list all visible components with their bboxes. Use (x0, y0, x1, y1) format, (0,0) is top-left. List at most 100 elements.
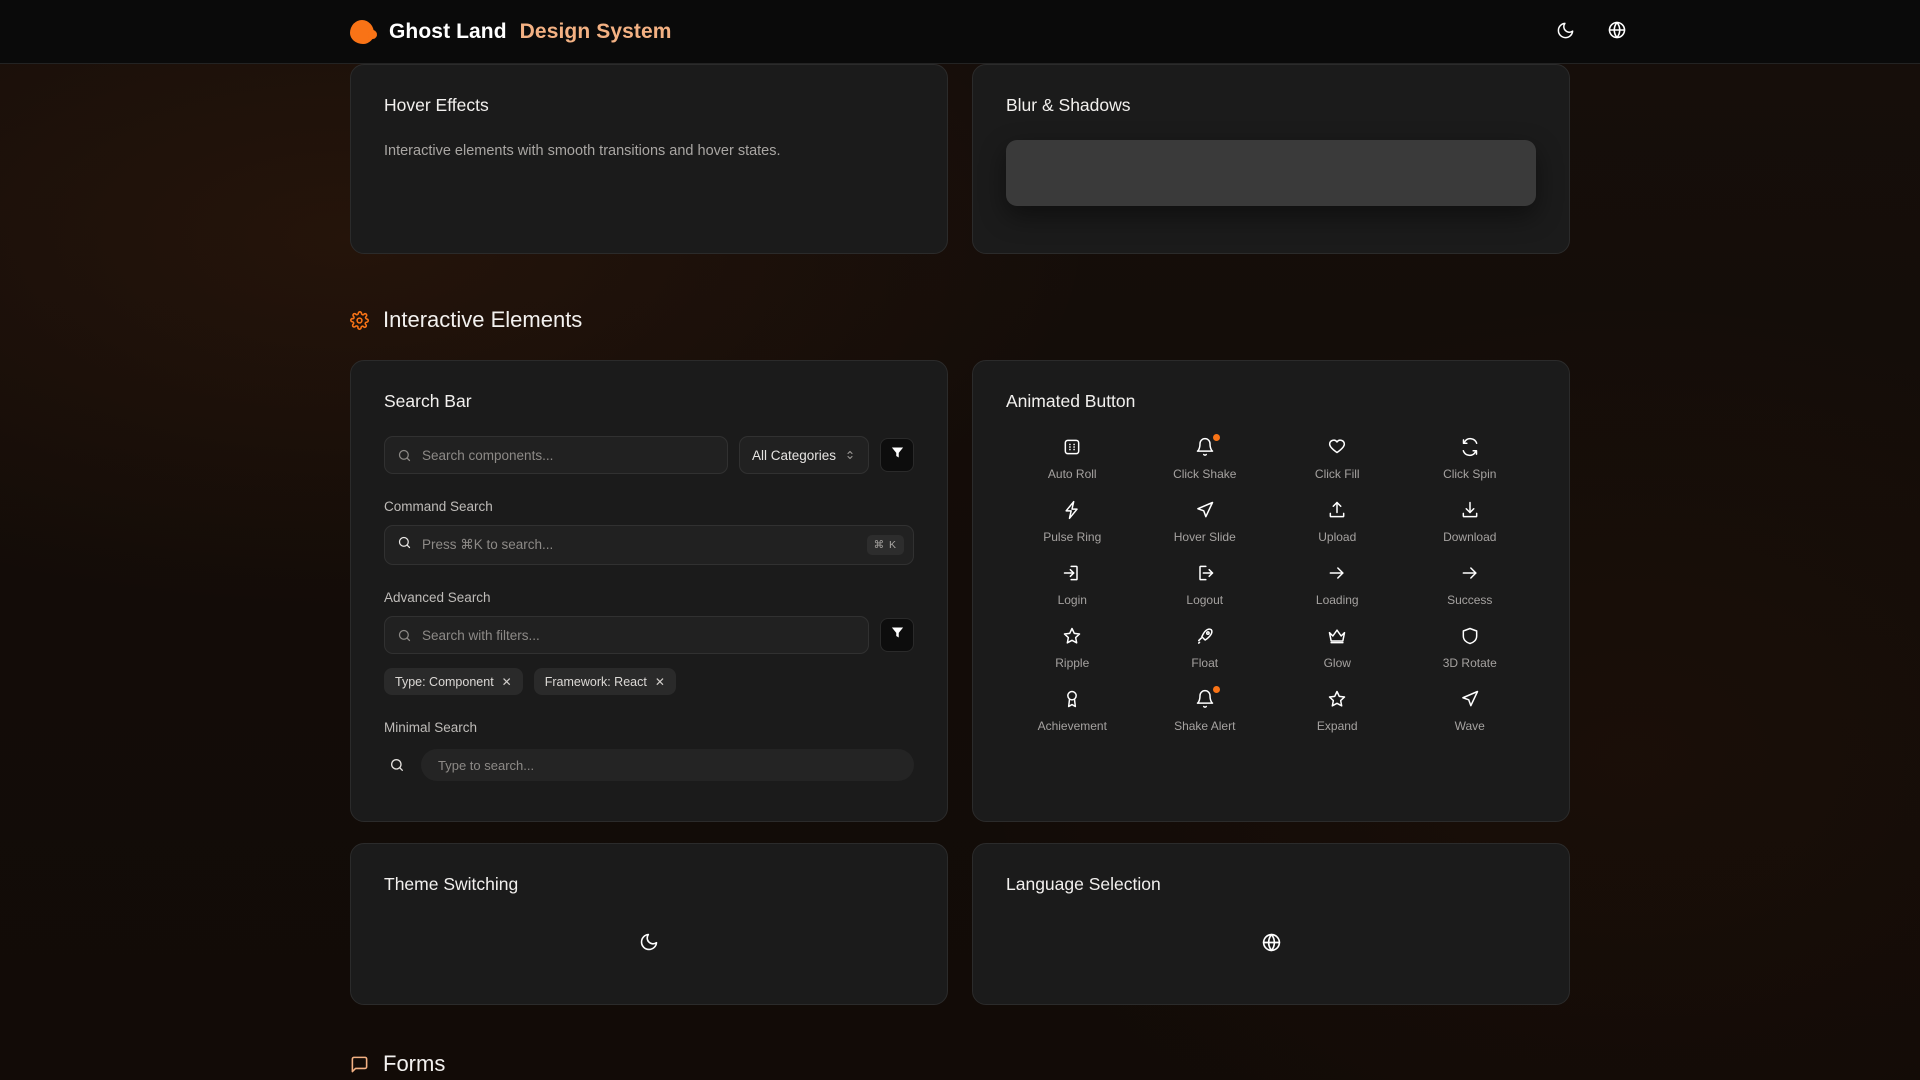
command-search-label: Command Search (384, 499, 493, 514)
animated-button-item[interactable]: Pulse Ring (1006, 499, 1139, 544)
dice-icon (1061, 436, 1083, 458)
log-in-icon (1061, 562, 1083, 584)
animated-button-label: Click Shake (1173, 467, 1237, 481)
animated-button-label: Expand (1316, 719, 1358, 733)
minimal-search-placeholder: Type to search... (438, 757, 535, 773)
rocket-icon (1194, 625, 1216, 647)
animated-button-item[interactable]: Auto Roll (1006, 436, 1139, 481)
filter-icon (890, 445, 905, 465)
animated-button-item[interactable]: Ripple (1006, 625, 1139, 670)
toggles-row: Theme Switching Language Selection (350, 843, 1570, 1005)
star-icon (1061, 625, 1083, 647)
close-icon[interactable]: ✕ (654, 674, 665, 689)
animated-button-label: Pulse Ring (1043, 530, 1102, 544)
theme-toggle-button[interactable] (1552, 19, 1578, 45)
animated-button-item[interactable]: Wave (1404, 688, 1537, 733)
heart-icon (1326, 436, 1348, 458)
search-icon (397, 535, 412, 555)
animated-button-label: Auto Roll (1047, 467, 1097, 481)
filter-chip[interactable]: Framework: React ✕ (533, 668, 676, 695)
blur-shadows-card: Blur & Shadows (972, 64, 1570, 254)
animated-button-label: Loading (1315, 593, 1359, 607)
hover-effects-description: Interactive elements with smooth transit… (384, 143, 781, 159)
brand-name: Ghost Land (389, 19, 507, 43)
category-select[interactable]: All Categories (739, 436, 869, 474)
animated-button-item[interactable]: Login (1006, 562, 1139, 607)
advanced-search-block: Advanced Search Search with filters... (384, 590, 914, 695)
interactive-row: Search Bar Search components... All Cate… (350, 360, 1570, 822)
forms-heading: Forms (350, 1051, 1570, 1077)
theme-switching-card: Theme Switching (350, 843, 948, 1005)
forms-label: Forms (383, 1051, 446, 1076)
search-bar-title: Search Bar (384, 391, 472, 411)
moon-icon (1556, 21, 1575, 43)
animated-button-item[interactable]: Download (1404, 499, 1537, 544)
bell-icon (1194, 434, 1220, 458)
animated-button-item[interactable]: Success (1404, 562, 1537, 607)
search-icon (397, 628, 412, 643)
filter-chip-label: Type: Component (395, 674, 494, 689)
animated-button-item[interactable]: Glow (1271, 625, 1404, 670)
advanced-search-row: Search with filters... (384, 616, 914, 654)
language-toggle-button[interactable] (1604, 19, 1630, 45)
filter-chip[interactable]: Type: Component ✕ (384, 668, 523, 695)
animated-button-item[interactable]: Click Fill (1271, 436, 1404, 481)
animated-button-item[interactable]: Click Shake (1139, 434, 1272, 481)
language-selection-control (973, 932, 1569, 953)
crown-icon (1326, 625, 1348, 647)
moon-icon[interactable] (639, 932, 659, 952)
theme-switching-title: Theme Switching (384, 874, 519, 894)
search-input[interactable]: Search components... (384, 436, 728, 474)
effects-row: Hover Effects Interactive elements with … (350, 64, 1570, 254)
close-icon[interactable]: ✕ (501, 674, 512, 689)
send-icon (1194, 499, 1216, 521)
blur-shadow-demo-box (1006, 140, 1536, 206)
hover-effects-card: Hover Effects Interactive elements with … (350, 64, 948, 254)
search-bar-card: Search Bar Search components... All Cate… (350, 360, 948, 822)
animated-button-label: 3D Rotate (1442, 656, 1497, 670)
globe-icon[interactable] (1261, 932, 1282, 953)
brand[interactable]: Ghost Land Design System (350, 19, 672, 45)
blur-shadows-title: Blur & Shadows (1006, 95, 1131, 115)
animated-button-label: Wave (1454, 719, 1485, 733)
animated-button-label: Logout (1186, 593, 1224, 607)
animated-button-label: Login (1057, 593, 1087, 607)
command-search-input[interactable]: Press ⌘K to search... ⌘ K (384, 525, 914, 565)
search-icon (397, 448, 412, 463)
hover-effects-title: Hover Effects (384, 95, 489, 115)
message-square-icon (350, 1055, 369, 1074)
category-select-value: All Categories (752, 447, 837, 463)
filter-button[interactable] (880, 438, 914, 472)
animated-button-item[interactable]: Hover Slide (1139, 499, 1272, 544)
advanced-filter-button[interactable] (880, 618, 914, 652)
animated-button-item[interactable]: Expand (1271, 688, 1404, 733)
animated-button-label: Glow (1323, 656, 1351, 670)
arrow-right-icon (1326, 562, 1348, 584)
ghost-logo-icon (350, 19, 378, 45)
animated-button-item[interactable]: Shake Alert (1139, 686, 1272, 733)
animated-button-label: Click Fill (1314, 467, 1360, 481)
animated-button-item[interactable]: Loading (1271, 562, 1404, 607)
search-input-placeholder: Search components... (422, 447, 554, 463)
award-icon (1061, 688, 1083, 710)
minimal-search-input[interactable]: Type to search... (421, 749, 914, 781)
download-icon (1459, 499, 1481, 521)
animated-button-label: Ripple (1055, 656, 1090, 670)
animated-button-item[interactable]: Upload (1271, 499, 1404, 544)
animated-button-item[interactable]: 3D Rotate (1404, 625, 1537, 670)
zap-icon (1061, 499, 1083, 521)
search-icon[interactable] (384, 757, 405, 773)
bell-icon (1194, 686, 1220, 710)
animated-button-item[interactable]: Float (1139, 625, 1272, 670)
animated-button-label: Float (1191, 656, 1219, 670)
notification-badge (1212, 434, 1220, 441)
interactive-elements-label: Interactive Elements (383, 307, 583, 332)
animated-button-item[interactable]: Click Spin (1404, 436, 1537, 481)
command-shortcut-badge: ⌘ K (866, 535, 904, 555)
app-header: Ghost Land Design System (0, 0, 1920, 64)
animated-button-item[interactable]: Logout (1139, 562, 1272, 607)
minimal-search-row: Type to search... (384, 749, 914, 781)
upload-icon (1326, 499, 1348, 521)
advanced-search-input[interactable]: Search with filters... (384, 616, 869, 654)
animated-button-item[interactable]: Achievement (1006, 688, 1139, 733)
